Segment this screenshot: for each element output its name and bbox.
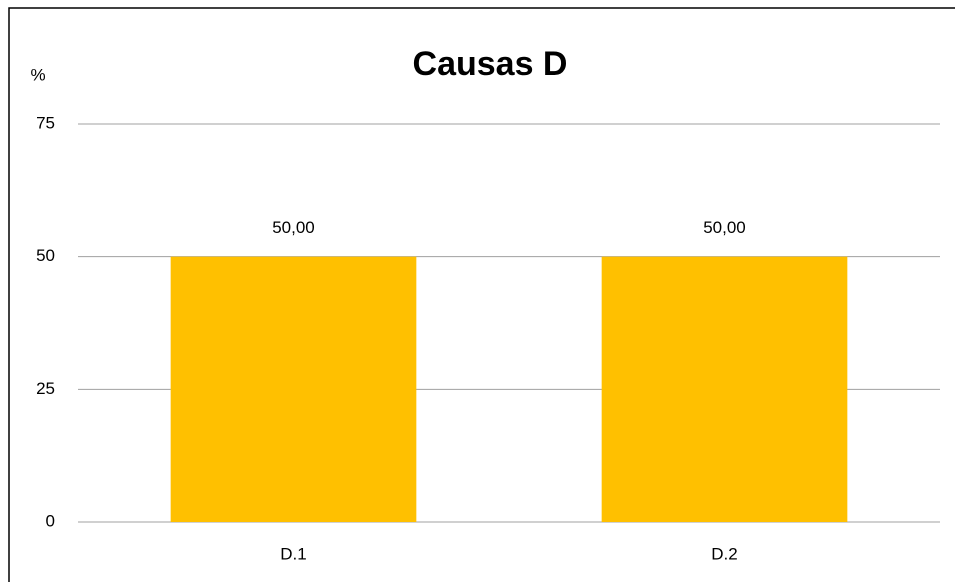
x-tick-label: D.2: [711, 544, 737, 563]
x-tick-label: D.1: [280, 544, 306, 563]
y-tick-label: 50: [36, 246, 55, 265]
y-axis-label: %: [30, 65, 45, 84]
bar: [170, 256, 417, 522]
bar: [601, 256, 848, 522]
y-tick-label: 25: [36, 379, 55, 398]
chart-title: Causas D: [413, 45, 568, 83]
value-label: 50,00: [703, 218, 746, 237]
chart-border: [8, 7, 955, 587]
value-label: 50,00: [272, 218, 315, 237]
y-tick-label: 0: [46, 511, 55, 530]
y-tick-label: 75: [36, 113, 55, 132]
